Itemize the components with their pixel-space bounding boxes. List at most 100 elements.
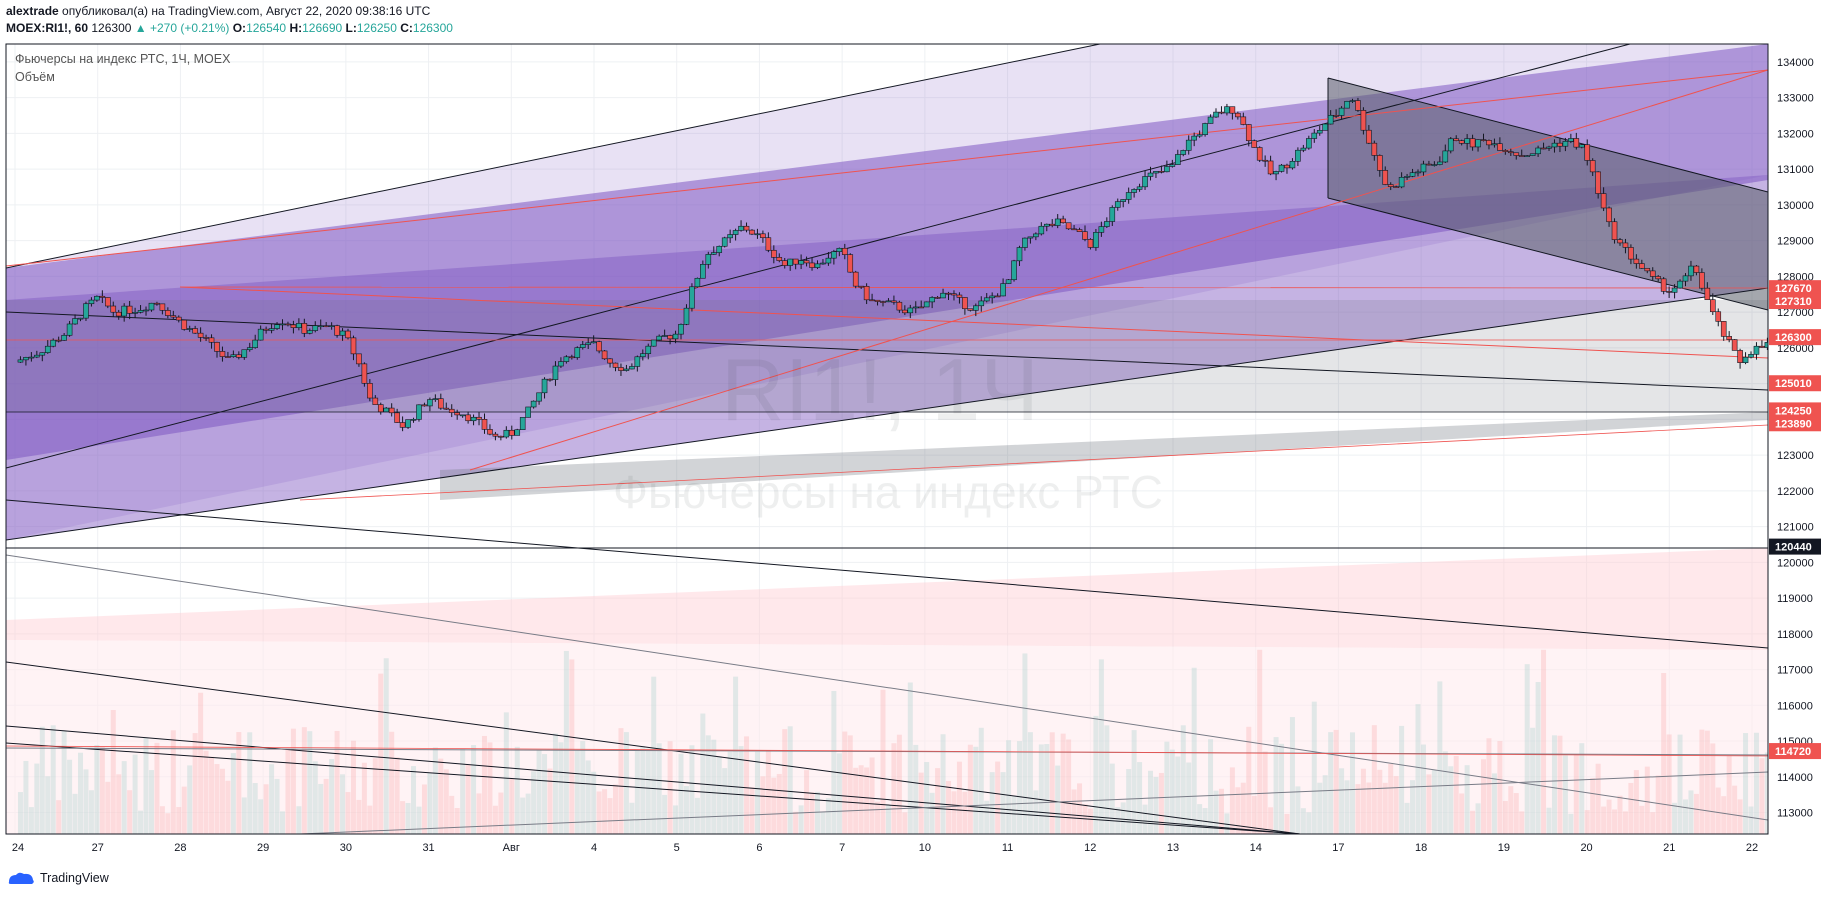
candle-body — [39, 352, 46, 356]
candle-body — [1376, 155, 1383, 171]
candle-body — [154, 302, 160, 305]
candle-body — [847, 254, 854, 273]
candle-body — [634, 356, 641, 367]
candle-body — [1497, 143, 1503, 151]
red-trend-line — [179, 286, 1768, 359]
candle-body — [1098, 226, 1105, 233]
candle-body — [1617, 239, 1623, 244]
candle-body — [367, 383, 373, 399]
author-name[interactable]: alextrade — [6, 4, 59, 18]
candle-body — [1180, 150, 1187, 155]
candle-body — [476, 416, 482, 420]
candle-body — [126, 305, 133, 314]
drawing-layer[interactable] — [6, 44, 1768, 834]
price-label-bg — [1769, 743, 1821, 760]
candle-body — [525, 406, 531, 418]
candle-body — [214, 341, 220, 352]
candle-body — [1295, 149, 1301, 162]
candle-body — [448, 408, 455, 413]
candle-body — [558, 361, 564, 367]
candle-body — [519, 417, 526, 430]
x-tick-label: 29 — [257, 842, 269, 854]
symbol-interval: MOEX:RI1!, 60 — [6, 21, 89, 35]
candle-body — [1267, 160, 1274, 175]
candle-body — [252, 339, 259, 348]
x-tick-label: 10 — [919, 842, 931, 854]
candle-body — [765, 237, 772, 251]
price-axis[interactable]: 1130001140001150001160001170001180001190… — [1767, 44, 1814, 834]
candle-body — [339, 330, 346, 336]
candle-body — [1557, 142, 1563, 147]
candle-body — [50, 339, 57, 347]
candle-body — [1060, 218, 1066, 224]
candle-body — [743, 225, 750, 231]
candle-body — [552, 365, 559, 380]
candle-body — [1398, 176, 1405, 188]
candle-body — [317, 325, 324, 327]
candle-body — [1437, 161, 1443, 165]
candle-body — [541, 378, 548, 394]
candle-body — [1595, 171, 1601, 194]
y-tick-label: 122000 — [1777, 486, 1814, 498]
candle-body — [1682, 275, 1689, 282]
candle-body — [951, 293, 957, 296]
time-axis[interactable]: 24 27 28 29 30 31 Авг 4 5 6 7 10 11 12 13 14 17 18 19 20 21 2… — [6, 833, 1768, 854]
candle-body — [1120, 199, 1127, 202]
candle-body — [1387, 184, 1394, 187]
x-tick-label: 11 — [1002, 842, 1013, 854]
y-tick-label: 121000 — [1777, 522, 1814, 534]
candle-body — [470, 416, 477, 422]
candle-body — [285, 323, 291, 326]
volume-legend[interactable]: Объём — [15, 70, 55, 84]
candle-body — [1289, 161, 1296, 169]
candle-body — [771, 249, 777, 258]
candle-body — [1196, 134, 1203, 137]
candle-body — [197, 332, 204, 338]
candle-body — [1677, 280, 1683, 289]
x-tick-label: 30 — [340, 842, 352, 854]
candle-body — [165, 310, 171, 316]
published-text: опубликовал(а) на TradingView.com, Авгус… — [62, 4, 431, 18]
close-value: 126300 — [412, 21, 453, 35]
low-label: L: — [345, 21, 357, 35]
candle-body — [661, 335, 668, 337]
candle-body — [208, 337, 215, 343]
candle-body — [607, 358, 613, 364]
candle-body — [465, 414, 471, 422]
candle-body — [940, 292, 946, 299]
footer-brand[interactable]: TradingView — [6, 870, 109, 886]
candle-body — [1458, 140, 1465, 144]
y-tick-label: 118000 — [1777, 629, 1813, 641]
series-legend[interactable]: Фьючерсы на индекс РТС, 1Ч, MOEX — [15, 52, 231, 66]
candle-body — [1158, 170, 1165, 173]
price-label-bg — [1769, 375, 1821, 392]
candle-body — [1655, 276, 1662, 280]
candle-body — [143, 309, 149, 312]
candle-body — [1245, 124, 1252, 142]
candle-body — [929, 297, 935, 303]
candle-body — [710, 252, 717, 255]
candle-body — [241, 349, 248, 358]
candle-body — [301, 323, 308, 334]
candle-body — [907, 307, 914, 314]
price-label-text: 124250 — [1775, 405, 1812, 417]
trend-line — [6, 725, 1301, 834]
price-label-text: 127670 — [1775, 283, 1812, 295]
candle-body — [1065, 222, 1072, 230]
candle-body — [1546, 146, 1552, 149]
candle-body — [792, 258, 799, 265]
candle-body — [574, 347, 581, 358]
candle-body — [1251, 140, 1258, 148]
trend-line — [1327, 77, 1768, 193]
candle-body — [618, 367, 624, 371]
y-tick-label: 119000 — [1777, 593, 1813, 605]
brand-name: TradingView — [40, 871, 109, 885]
candle-body — [1344, 101, 1350, 109]
candle-body — [1022, 237, 1028, 248]
candle-body — [1639, 263, 1645, 269]
candle-body — [487, 429, 493, 435]
y-tick-label: 123000 — [1777, 450, 1814, 462]
candle-body — [1125, 192, 1132, 200]
candle-body — [421, 404, 428, 407]
